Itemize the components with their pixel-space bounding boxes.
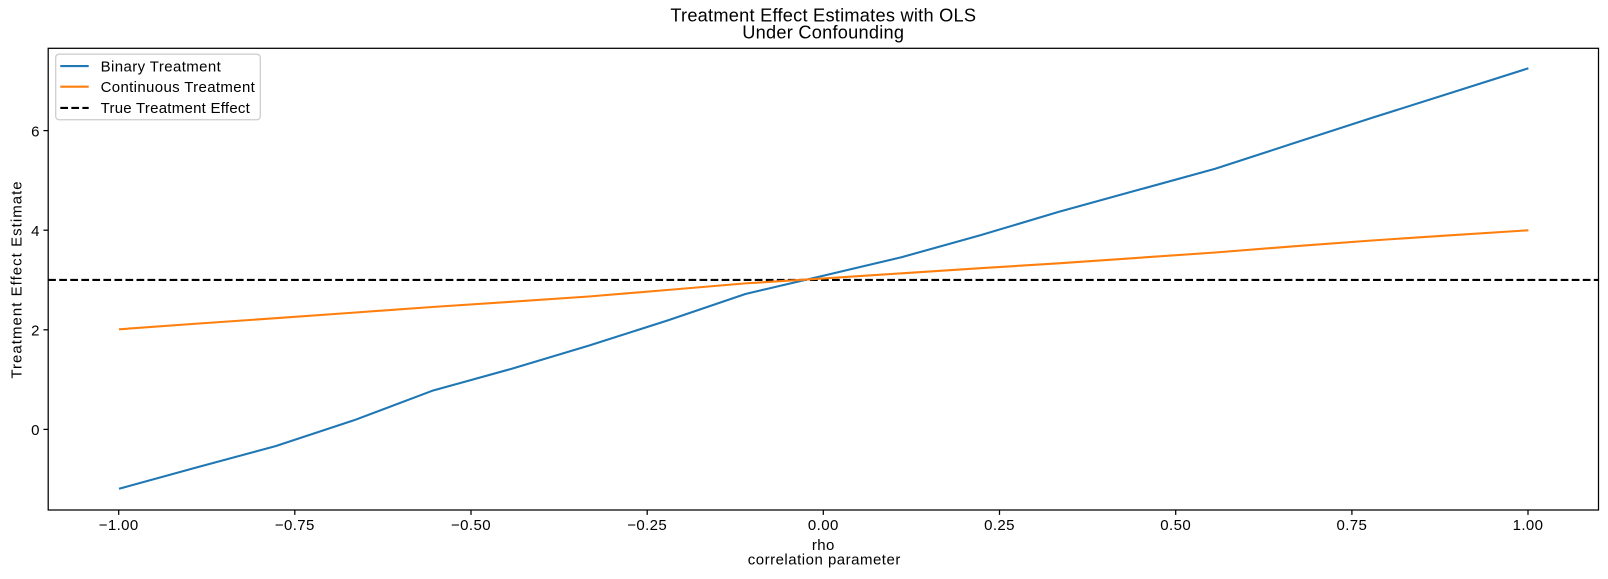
- svg-text:correlation parameter: correlation parameter: [748, 551, 901, 568]
- svg-text:−0.25: −0.25: [627, 517, 667, 534]
- svg-text:Continuous Treatment: Continuous Treatment: [101, 79, 256, 96]
- svg-text:True Treatment Effect: True Treatment Effect: [101, 100, 251, 117]
- svg-text:−1.00: −1.00: [99, 517, 139, 534]
- svg-text:1.00: 1.00: [1513, 517, 1544, 534]
- svg-text:rho: rho: [812, 537, 835, 554]
- svg-text:0.50: 0.50: [1160, 517, 1191, 534]
- svg-text:Under Confounding: Under Confounding: [742, 23, 904, 43]
- svg-text:0.25: 0.25: [984, 517, 1015, 534]
- svg-text:2: 2: [31, 323, 39, 340]
- svg-text:0: 0: [31, 422, 39, 439]
- svg-text:−0.50: −0.50: [451, 517, 491, 534]
- svg-text:0.00: 0.00: [808, 517, 839, 534]
- svg-text:6: 6: [31, 123, 39, 140]
- svg-text:0.75: 0.75: [1337, 517, 1368, 534]
- svg-text:4: 4: [31, 223, 39, 240]
- svg-text:Treatment Effect Estimates wit: Treatment Effect Estimates with OLS: [670, 5, 976, 25]
- svg-text:Binary Treatment: Binary Treatment: [101, 58, 222, 75]
- svg-text:Treatment Effect Estimate: Treatment Effect Estimate: [8, 180, 25, 378]
- svg-text:−0.75: −0.75: [275, 517, 315, 534]
